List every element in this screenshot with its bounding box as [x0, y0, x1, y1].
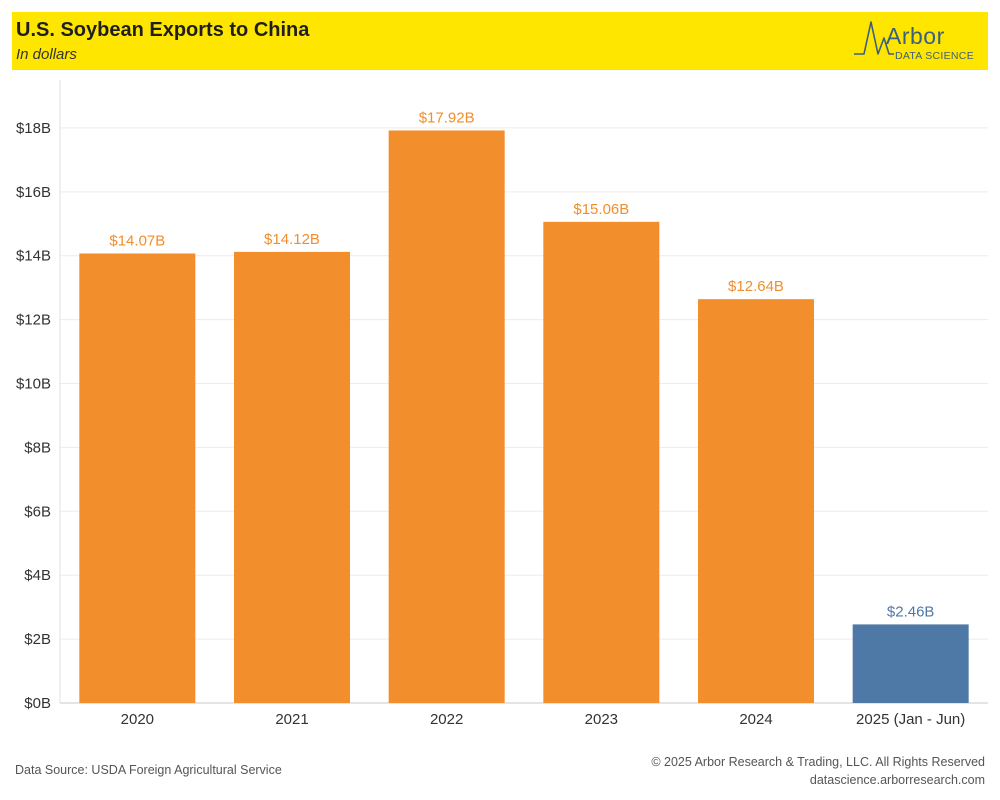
bar-2020[interactable] — [79, 253, 196, 703]
chart-title: U.S. Soybean Exports to China — [16, 19, 310, 41]
y-tick-label: $16B — [16, 184, 51, 201]
y-axis-ticks: $0B $2B $4B $6B $8B $10B $12B $14B $16B $18B — [16, 120, 51, 712]
website-link[interactable]: datascience.arborresearch.com — [809, 773, 985, 787]
arbor-logo: Arbor DATA SCIENCE — [854, 16, 974, 66]
bar-2024[interactable] — [698, 299, 814, 703]
logo-tagline: DATA SCIENCE — [894, 50, 974, 62]
bar-value-label: $15.06B — [573, 201, 629, 218]
bar-2025[interactable] — [852, 624, 969, 703]
y-tick-label: $6B — [24, 503, 51, 520]
chart-header: U.S. Soybean Exports to China In dollars… — [12, 12, 988, 70]
y-tick-label: $10B — [16, 376, 51, 393]
x-category-label: 2020 — [121, 711, 154, 728]
grid-lines — [60, 127, 988, 640]
logo-mark-icon — [854, 21, 894, 55]
data-source: Data Source: USDA Foreign Agricultural S… — [15, 763, 282, 777]
footer-credits: © 2025 Arbor Research & Trading, LLC. Al… — [651, 753, 985, 789]
x-category-label: 2025 (Jan - Jun) — [856, 711, 965, 728]
bar-value-label: $2.46B — [887, 603, 935, 620]
y-tick-label: $18B — [16, 120, 51, 137]
bar-value-label: $12.64B — [728, 278, 784, 295]
bar-value-label: $14.12B — [264, 231, 320, 248]
bar-2023[interactable] — [543, 221, 660, 704]
x-category-label: 2021 — [275, 711, 308, 728]
y-tick-label: $12B — [16, 312, 51, 329]
y-tick-label: $2B — [24, 631, 51, 648]
bar-value-label: $17.92B — [419, 109, 475, 126]
data-labels: $14.07B $14.12B $17.92B $15.06B $12.64B $2.46… — [109, 109, 934, 620]
axes — [59, 80, 988, 704]
y-tick-label: $8B — [24, 439, 51, 456]
logo-word: Arbor — [886, 23, 945, 49]
copyright-text: © 2025 Arbor Research & Trading, LLC. Al… — [651, 755, 985, 769]
y-tick-label: $0B — [24, 695, 51, 712]
bars — [79, 130, 969, 704]
x-category-label: 2022 — [430, 711, 463, 728]
bar-2021[interactable] — [234, 251, 350, 704]
y-tick-label: $4B — [24, 567, 51, 584]
x-category-label: 2024 — [739, 711, 772, 728]
bar-2022[interactable] — [388, 130, 505, 703]
x-category-label: 2023 — [585, 711, 618, 728]
bar-value-label: $14.07B — [109, 232, 165, 249]
y-tick-label: $14B — [16, 248, 51, 265]
x-axis-categories: 2020 2021 2022 2023 2024 2025 (Jan - Jun) — [121, 711, 966, 728]
chart-subtitle: In dollars — [16, 46, 77, 63]
